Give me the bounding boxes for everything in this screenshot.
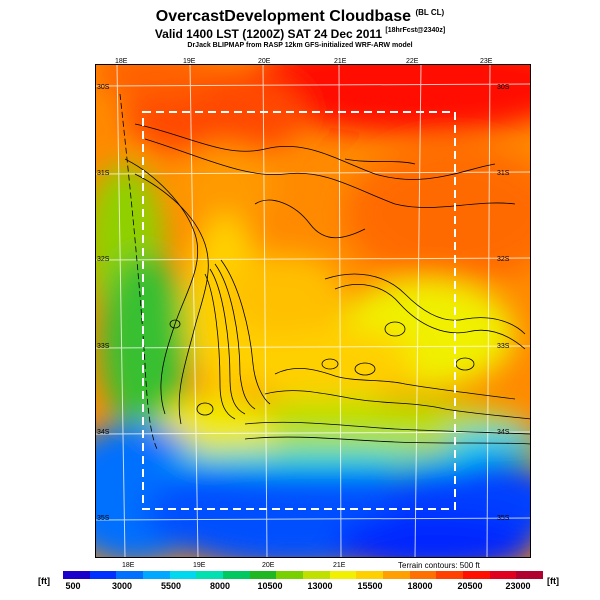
colorbar-swatch-7 xyxy=(249,571,277,579)
lon-label-bottom-1: 19E xyxy=(193,562,206,569)
colorbar-swatch-2 xyxy=(116,571,144,579)
colorbar-tick-8: 20500 xyxy=(457,581,483,591)
map-canvas xyxy=(95,64,531,558)
colorbar-tick-6: 15500 xyxy=(357,581,383,591)
lon-label-bottom-2: 20E xyxy=(262,562,275,569)
lat-label-right-5: 35S xyxy=(497,515,510,522)
lon-label-bottom-0: 18E xyxy=(122,562,135,569)
colorbar-swatch-11 xyxy=(356,571,384,579)
colorbar-swatch-6 xyxy=(223,571,250,579)
lon-label-top-0: 18E xyxy=(115,58,128,65)
colorbar-swatch-0 xyxy=(63,571,90,579)
colorbar-swatch-4 xyxy=(169,571,197,579)
colorbar-swatch-17 xyxy=(516,571,544,579)
lat-label-right-4: 34S xyxy=(497,429,510,436)
lat-label-right-2: 32S xyxy=(497,256,510,263)
model-credit: DrJack BLIPMAP from RASP 12km GFS-initia… xyxy=(187,42,413,49)
colorbar-swatch-16 xyxy=(489,571,517,579)
terrain-contour-note: Terrain contours: 500 ft xyxy=(398,561,480,570)
colorbar-swatch-5 xyxy=(196,571,224,579)
lon-label-top-2: 20E xyxy=(258,58,271,65)
colorbar xyxy=(63,571,544,579)
colorbar-tick-7: 18000 xyxy=(407,581,433,591)
color-field xyxy=(95,64,531,558)
lat-lon-grid xyxy=(95,64,531,558)
colorbar-tick-3: 8000 xyxy=(209,581,231,591)
colorbar-tick-9: 23000 xyxy=(505,581,531,591)
map-title: OvercastDevelopment Cloudbase (BL CL) xyxy=(155,8,445,25)
colorbar-swatch-12 xyxy=(383,571,410,579)
colorbar-tick-2: 5500 xyxy=(160,581,182,591)
map-frame xyxy=(95,64,531,558)
colorbar-unit-left: [ft] xyxy=(38,576,50,586)
lon-label-top-1: 19E xyxy=(183,58,196,65)
cloudbase-map xyxy=(95,64,531,558)
colorbar-swatch-1 xyxy=(89,571,117,579)
lat-label-left-0: 30S xyxy=(97,84,110,91)
colorbar-swatch-15 xyxy=(463,571,490,579)
lon-label-top-5: 23E xyxy=(480,58,493,65)
colorbar-tick-4: 10500 xyxy=(257,581,283,591)
colorbar-swatch-9 xyxy=(303,571,330,579)
colorbar-swatch-14 xyxy=(436,571,464,579)
lat-label-right-3: 33S xyxy=(497,343,510,350)
lon-label-top-3: 21E xyxy=(334,58,347,65)
colorbar-unit-right: [ft] xyxy=(547,576,559,586)
lat-label-left-3: 33S xyxy=(97,343,110,350)
colorbar-tick-5: 13000 xyxy=(307,581,333,591)
lat-label-right-0: 30S xyxy=(497,84,510,91)
colorbar-tick-1: 3000 xyxy=(111,581,133,591)
colorbar-swatch-3 xyxy=(143,571,170,579)
lat-label-left-5: 35S xyxy=(97,515,110,522)
lat-label-left-2: 32S xyxy=(97,256,110,263)
lat-label-left-1: 31S xyxy=(97,170,110,177)
lat-label-right-1: 31S xyxy=(497,170,510,177)
colorbar-swatch-13 xyxy=(409,571,437,579)
lat-label-left-4: 34S xyxy=(97,429,110,436)
map-subtitle: Valid 1400 LST (1200Z) SAT 24 Dec 2011 [… xyxy=(154,27,446,41)
lon-label-top-4: 22E xyxy=(406,58,419,65)
colorbar-swatch-10 xyxy=(329,571,357,579)
colorbar-swatch-8 xyxy=(276,571,304,579)
lon-label-bottom-3: 21E xyxy=(333,562,346,569)
colorbar-tick-0: 500 xyxy=(65,581,81,591)
forecast-domain-box xyxy=(142,111,456,510)
